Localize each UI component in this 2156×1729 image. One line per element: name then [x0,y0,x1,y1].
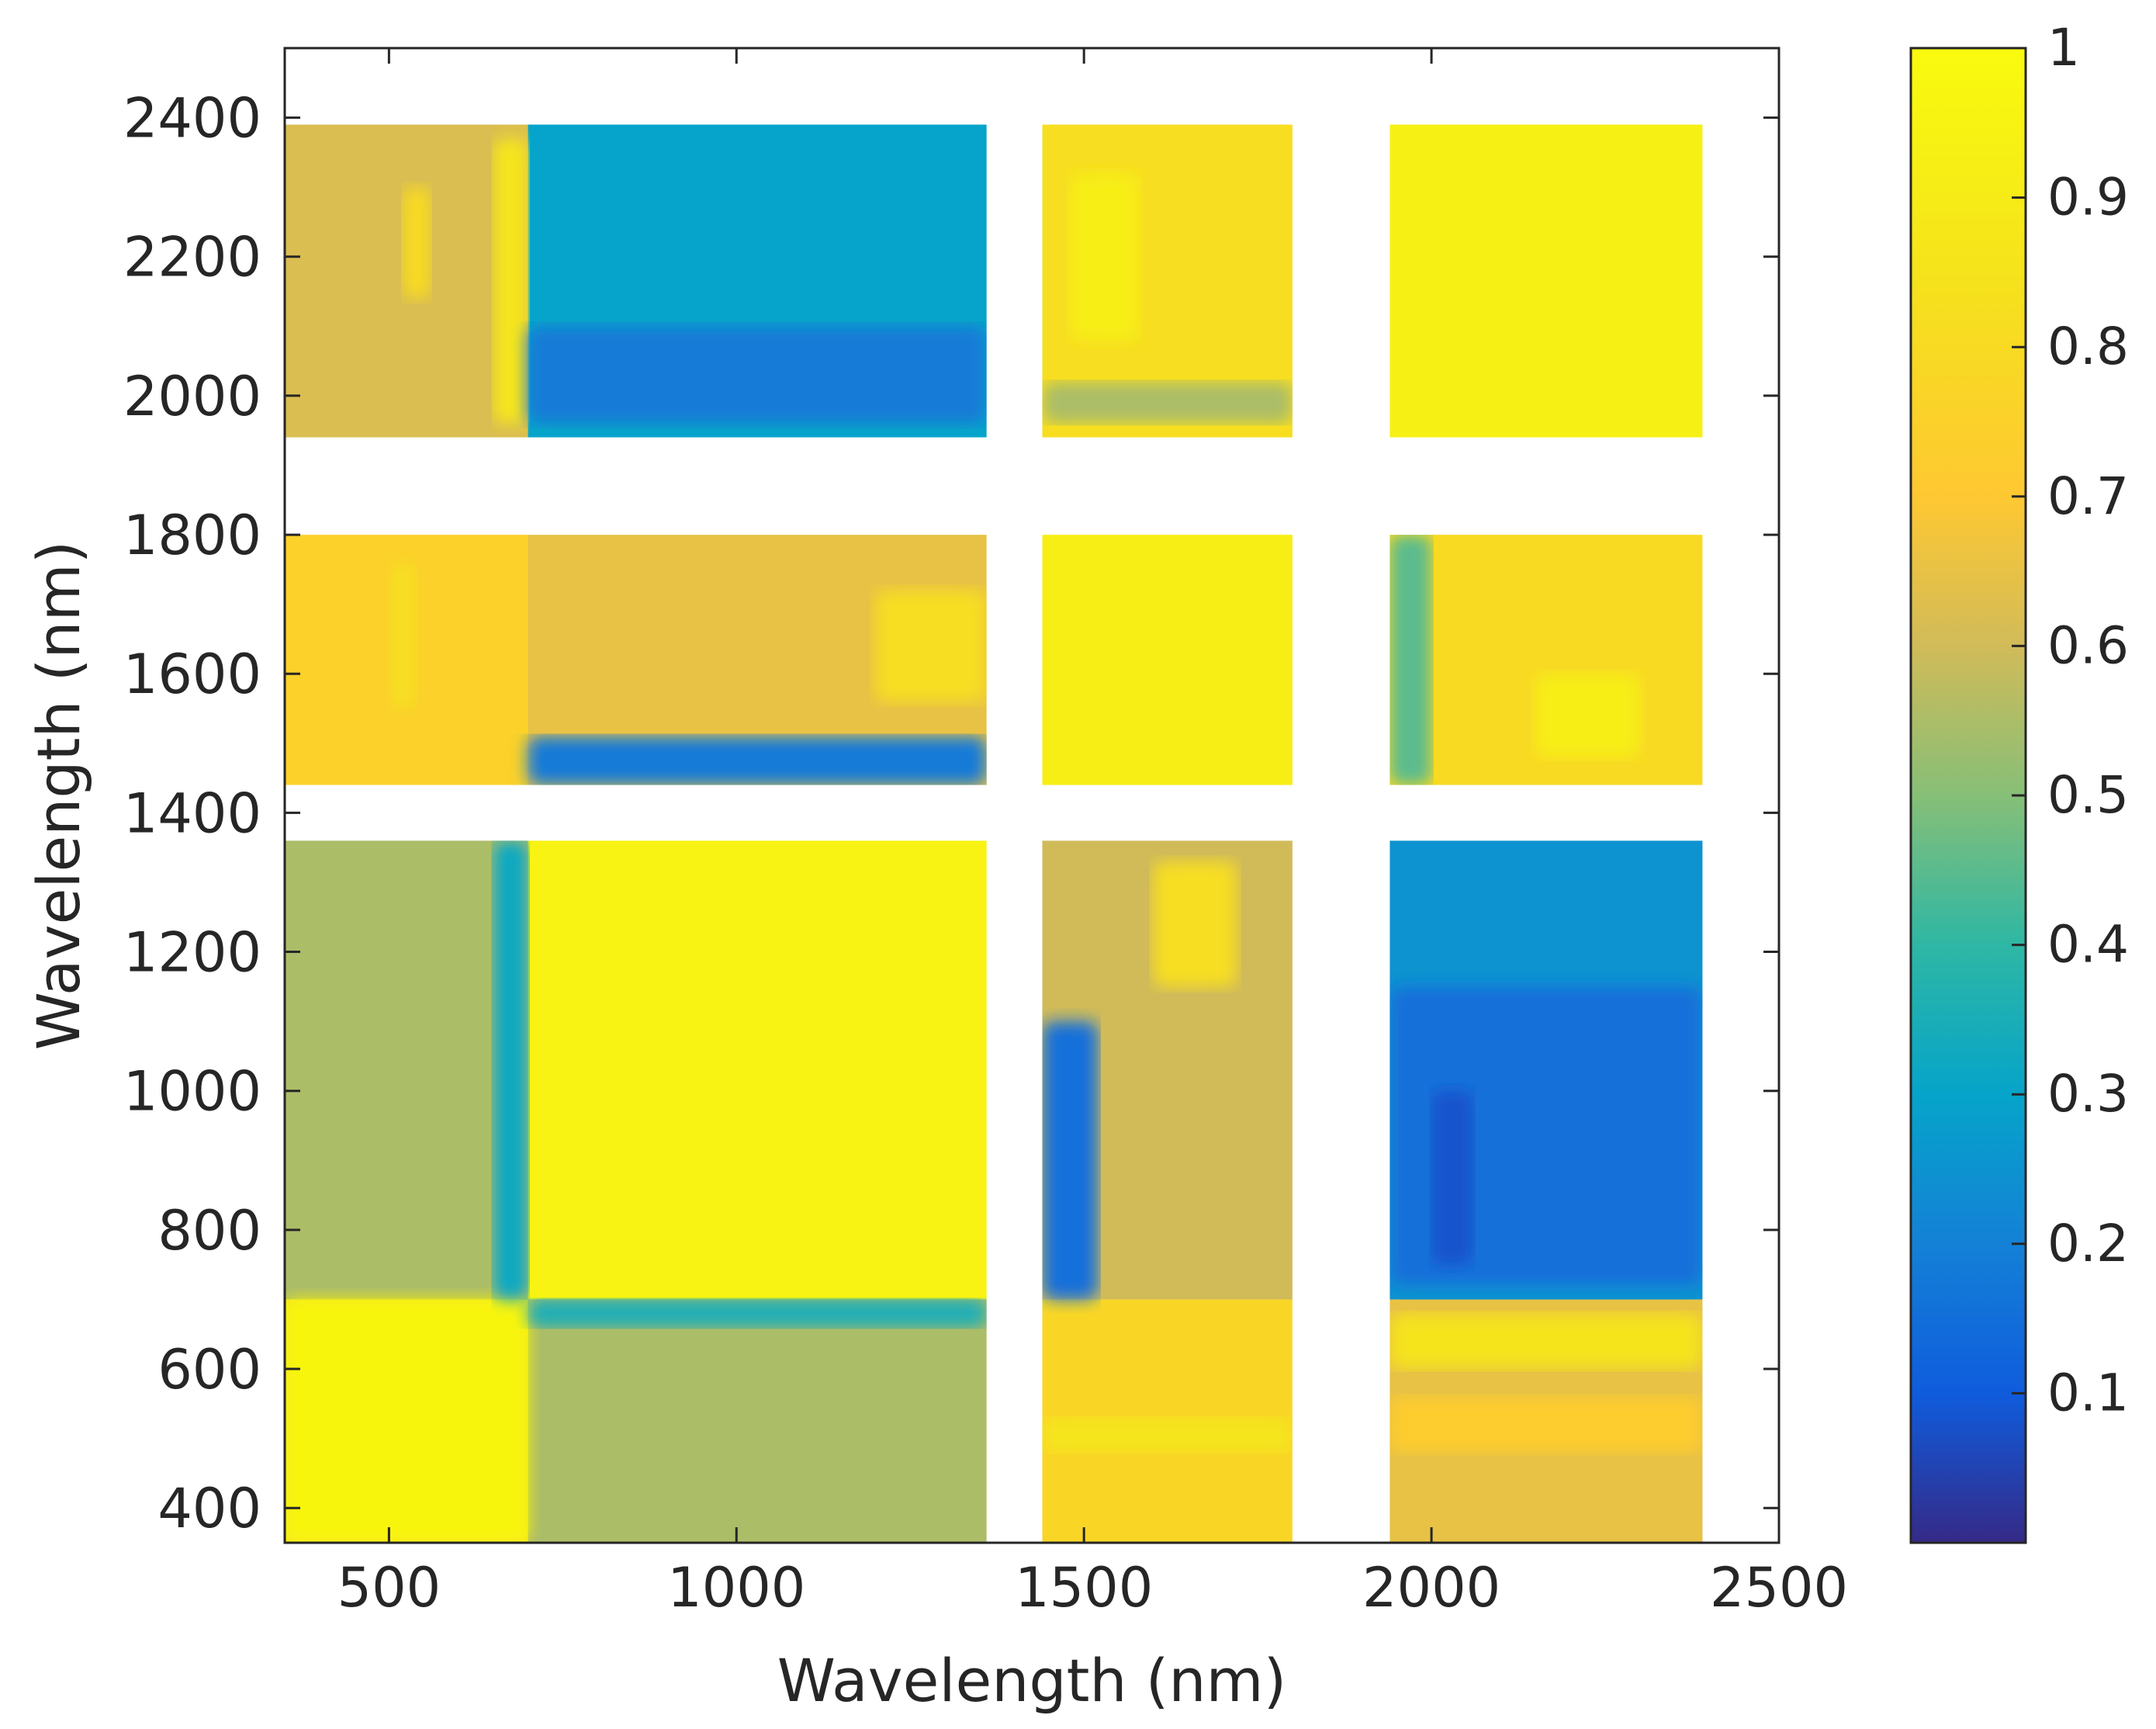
heatmap-feature [528,736,987,785]
colorbar-tick-label: 0.9 [2047,168,2129,227]
y-axis-ticks: 400 600 800 1000 1200 1400 1600 1800 2000 2200 240… [123,87,1779,1540]
colorbar-tick-label: 0.3 [2047,1064,2129,1124]
heatmap-feature [493,840,528,1300]
heatmap-feature [1389,1396,1703,1453]
heatmap-cell [528,1299,987,1543]
y-tick-label: 400 [157,1477,261,1540]
y-tick-label: 2400 [123,87,261,151]
colorbar-tick-label: 0.2 [2047,1214,2129,1273]
y-tick-label: 1200 [123,921,261,985]
y-tick-label: 1000 [123,1060,261,1124]
colorbar-tick-label: 0.1 [2047,1363,2129,1422]
band-gap-horizontal [285,437,1779,535]
colorbar-tick-label: 0.8 [2047,317,2129,376]
heatmap-feature [1389,1313,1703,1370]
heatmap-feature [389,562,417,709]
colorbar [1909,47,2027,1544]
heatmap-feature [1042,1417,1293,1453]
heatmap-feature [528,326,987,424]
colorbar-tick-label: 0.4 [2047,915,2129,975]
y-axis-label: Wavelength (nm) [24,541,93,1051]
y-tick-label: 1800 [123,504,261,567]
colorbar-tick-label: 0.7 [2047,466,2129,526]
heatmap-feature [1042,381,1293,424]
heatmap-feature [1431,1090,1473,1265]
colorbar-tick-label: 0.5 [2047,765,2129,825]
x-axis-ticks: 500 1000 1500 2000 2500 [337,48,1848,1620]
plot-frame [283,47,1781,1544]
x-tick-label: 1000 [667,1556,805,1620]
heatmap-cell [1042,535,1293,785]
colorbar-tick-label: 0.6 [2047,615,2129,675]
heatmap-feature [493,138,528,424]
heatmap-cell [528,840,987,1300]
heatmap-features [285,48,1779,1543]
colorbar-tick-label: 1 [2047,18,2080,78]
heatmap-feature [875,590,987,702]
x-tick-label: 1500 [1015,1556,1153,1620]
y-tick-label: 2000 [123,365,261,428]
x-tick-label: 2000 [1362,1556,1500,1620]
heatmap-cell [285,840,528,1300]
x-axis-label: Wavelength (nm) [777,1646,1287,1715]
heatmap-feature [1389,535,1432,785]
heatmap-feature [285,1299,528,1543]
y-tick-label: 2200 [123,226,261,289]
heatmap-feature [1153,861,1237,987]
heatmap-feature [1042,1021,1099,1300]
y-tick-label: 1600 [123,643,261,706]
heatmap-feature [1070,173,1140,341]
x-tick-label: 2500 [1710,1556,1848,1620]
y-tick-label: 1400 [123,781,261,845]
heatmap-feature [528,1299,987,1328]
band-gap-horizontal [285,48,1779,125]
heatmap-cell [1389,124,1703,438]
heatmap-feature [403,187,431,299]
heatmap-feature [1535,674,1640,757]
y-tick-label: 800 [157,1199,261,1263]
colorbar-ticks: 0.1 0.2 0.3 0.4 0.5 0.6 0.7 0.8 0.9 1 [2012,18,2129,1422]
x-tick-label: 500 [337,1556,441,1620]
band-gap-horizontal [285,785,1779,841]
y-tick-label: 600 [157,1338,261,1402]
